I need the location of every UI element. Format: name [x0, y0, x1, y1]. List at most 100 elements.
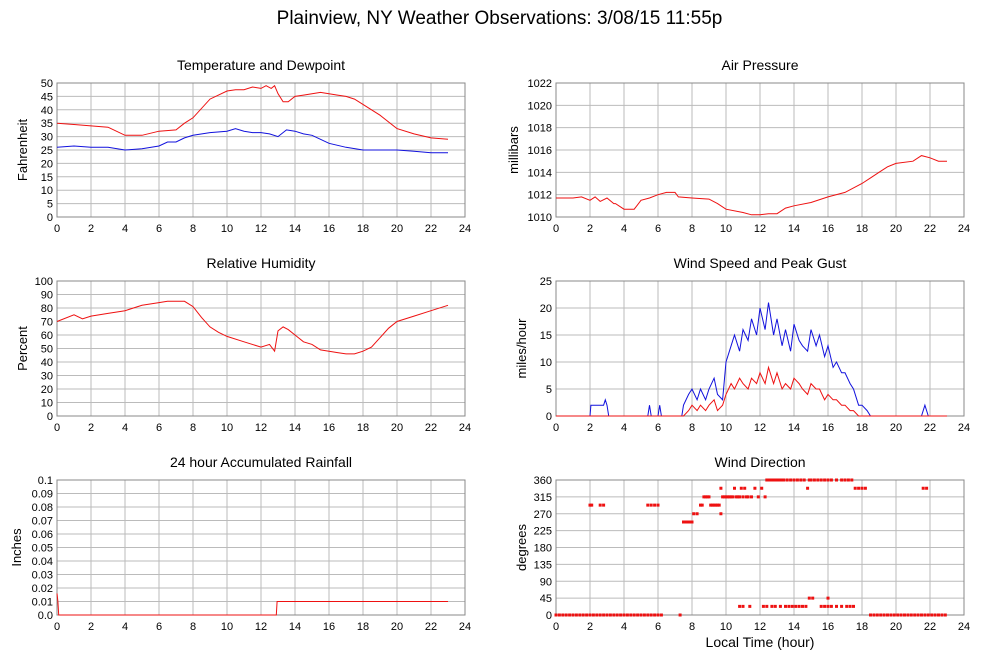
series-line	[556, 155, 947, 216]
series-line	[556, 365, 947, 417]
y-tick-label: 35	[41, 118, 53, 130]
y-tick-label: 1010	[528, 212, 552, 224]
y-tick-label: 1018	[528, 123, 552, 135]
y-tick-label: 40	[41, 357, 53, 369]
plot-frame	[56, 280, 466, 417]
x-tick-label: 12	[255, 422, 267, 434]
y-axis-label: degrees	[514, 524, 529, 571]
chart-title: Temperature and Dewpoint	[177, 57, 345, 73]
data-point	[736, 495, 740, 499]
data-point	[741, 495, 745, 499]
data-point	[682, 520, 685, 524]
data-point	[656, 503, 660, 507]
y-tick-label: 1020	[528, 100, 552, 112]
data-point	[590, 503, 594, 507]
data-point	[571, 613, 575, 617]
x-tick-label: 14	[788, 422, 800, 434]
data-point	[722, 495, 726, 499]
x-tick-label: 2	[587, 223, 593, 235]
y-tick-label: 0.0	[38, 610, 53, 622]
data-point	[807, 478, 811, 482]
data-point	[622, 613, 626, 617]
y-tick-label: 30	[41, 132, 53, 144]
data-point	[753, 486, 757, 490]
data-point	[738, 604, 742, 608]
data-point	[809, 478, 813, 482]
data-point	[557, 613, 561, 617]
data-point	[850, 478, 854, 482]
data-point	[804, 604, 808, 608]
data-point	[578, 613, 582, 617]
y-tick-label: 360	[534, 475, 552, 487]
x-tick-label: 10	[720, 621, 732, 633]
plot-frame	[555, 82, 965, 218]
y-tick-label: 0.05	[32, 543, 53, 555]
chart-direction: 0 2 4 6 8 10 12 14 16 18 20 22 240459013518022527031…	[514, 454, 970, 633]
data-point	[716, 503, 719, 507]
y-tick-label: 5	[47, 199, 53, 211]
y-axis-label: Percent	[15, 326, 30, 371]
y-tick-label: 0.1	[38, 475, 53, 487]
data-point	[649, 613, 653, 617]
data-point	[714, 503, 718, 507]
chart-pressure: 0 2 4 6 8 10 12 14 16 18 20 22 241010101210141016101…	[506, 57, 970, 235]
x-tick-label: 4	[122, 621, 128, 633]
data-point	[789, 478, 793, 482]
data-point	[727, 495, 731, 499]
data-point	[760, 486, 764, 490]
x-tick-label: 6	[156, 621, 162, 633]
data-point	[806, 486, 810, 490]
chart-temp: 0 2 4 6 8 10 12 14 16 18 20 22 240510152025303540455…	[15, 57, 471, 235]
data-point	[853, 486, 857, 490]
y-tick-label: 90	[540, 576, 552, 588]
data-point	[724, 495, 728, 499]
x-tick-label: 20	[890, 422, 902, 434]
data-point	[937, 613, 940, 617]
x-tick-label: 12	[754, 223, 766, 235]
data-point	[773, 478, 777, 482]
x-tick-label: 8	[190, 621, 196, 633]
data-point	[782, 478, 786, 482]
data-point	[906, 613, 910, 617]
y-tick-label: 135	[534, 559, 552, 571]
data-point	[629, 613, 633, 617]
data-point	[741, 604, 745, 608]
y-tick-label: 20	[41, 158, 53, 170]
data-point	[843, 478, 847, 482]
data-point	[799, 478, 803, 482]
data-point	[840, 604, 844, 608]
data-point	[719, 486, 723, 490]
data-point	[768, 478, 772, 482]
x-tick-label: 4	[122, 422, 128, 434]
data-point	[921, 486, 925, 490]
data-point	[710, 503, 714, 507]
y-tick-label: 25	[41, 145, 53, 157]
data-point	[872, 613, 876, 617]
plot-frame	[56, 82, 466, 218]
data-point	[790, 604, 794, 608]
y-tick-label: 5	[546, 384, 552, 396]
data-point	[733, 486, 736, 490]
data-point	[591, 613, 595, 617]
y-tick-label: 50	[41, 344, 53, 356]
data-point	[797, 604, 801, 608]
data-point	[816, 478, 820, 482]
x-tick-label: 16	[822, 621, 834, 633]
x-tick-label: 14	[788, 223, 800, 235]
x-tick-label: 14	[289, 422, 301, 434]
x-tick-label: 16	[323, 223, 335, 235]
data-point	[819, 478, 823, 482]
y-tick-label: 0.07	[32, 516, 53, 528]
x-tick-label: 24	[459, 223, 471, 235]
data-point	[646, 503, 650, 507]
data-point	[889, 613, 893, 617]
x-tick-label: 18	[856, 621, 868, 633]
data-point	[746, 495, 750, 499]
data-point	[700, 503, 704, 507]
data-point	[835, 478, 838, 482]
data-point	[933, 613, 937, 617]
x-tick-label: 12	[255, 621, 267, 633]
chart-title: Wind Direction	[714, 454, 805, 470]
y-tick-label: 45	[41, 91, 53, 103]
x-tick-label: 22	[924, 422, 936, 434]
